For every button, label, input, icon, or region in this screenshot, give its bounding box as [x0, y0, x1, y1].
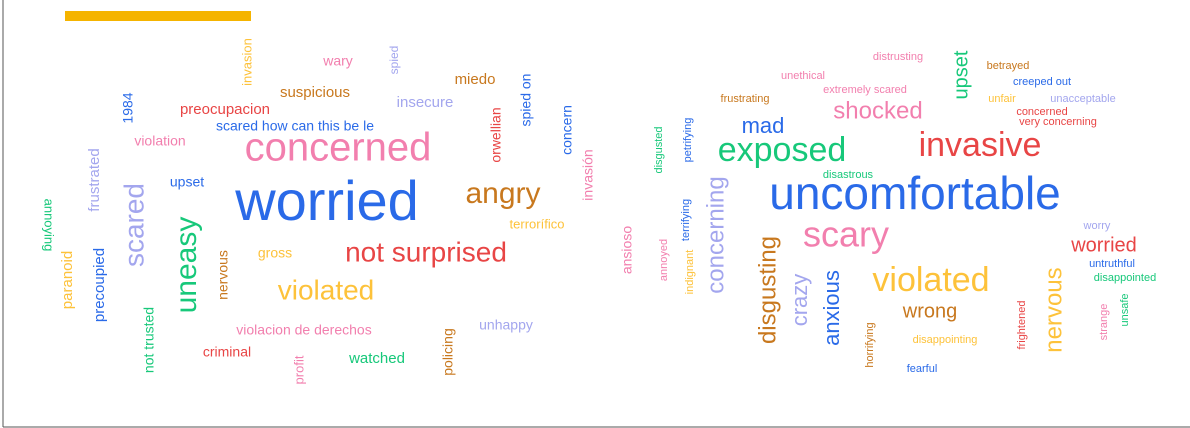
word: uneasy [170, 217, 203, 314]
word: extremely scared [823, 84, 907, 96]
word: precoupied [91, 248, 108, 322]
word: unsafe [1119, 293, 1131, 326]
word: terrifying [680, 199, 692, 241]
word: petrifying [682, 118, 694, 163]
word: unethical [781, 70, 825, 82]
word: miedo [455, 71, 496, 88]
word: wrong [902, 300, 957, 322]
word: frustrating [721, 93, 770, 105]
word: concerning [702, 176, 729, 293]
word: upset [170, 174, 204, 190]
word: scary [803, 214, 889, 255]
word: violated [278, 274, 375, 305]
word: strange [1098, 304, 1110, 341]
word: scared [118, 183, 149, 267]
word: spied [387, 46, 401, 75]
word: invasive [919, 126, 1042, 164]
word: insecure [397, 94, 454, 111]
word: not trusted [141, 307, 157, 373]
word: shocked [833, 97, 922, 124]
accent-bar [65, 11, 251, 21]
word: preocupacion [180, 101, 270, 118]
word: anxious [819, 270, 844, 346]
word: spied on [518, 74, 534, 127]
word: frustrated [86, 148, 103, 211]
word: distrusting [873, 51, 923, 63]
word: gross [258, 245, 292, 261]
word: betrayed [987, 60, 1030, 72]
word: nervous [1040, 267, 1067, 352]
word: worried [234, 169, 419, 232]
word: ansioso [619, 226, 635, 274]
word: uncomfortable [769, 167, 1061, 219]
word: unhappy [479, 317, 533, 333]
word: untruthful [1089, 258, 1135, 270]
word-cloud-left: wary spied invasion miedo suspicious spied on… [42, 38, 596, 384]
word: disastrous [823, 169, 874, 181]
word: invasión [580, 149, 596, 200]
word: worry [1083, 220, 1111, 232]
word: horrifying [864, 322, 876, 367]
word: violation [134, 133, 185, 149]
word: wary [322, 53, 353, 69]
word: concerned [245, 126, 432, 170]
word: crazy [787, 274, 812, 327]
word-cloud-right: distrusting betrayed unethical upset creeped… [619, 50, 1156, 375]
word: upset [950, 50, 972, 99]
word: disappointed [1094, 272, 1156, 284]
word: violated [872, 261, 989, 299]
word: unacceptable [1050, 93, 1115, 105]
word: nervous [215, 250, 231, 300]
word: scared how can this be le [216, 118, 374, 134]
word: 1984 [120, 92, 136, 123]
word: violacion de derechos [236, 322, 371, 338]
word: annoying [42, 199, 57, 252]
word: exposed [718, 131, 847, 169]
word: creeped out [1013, 76, 1071, 88]
word: terrorífico [510, 216, 565, 231]
word: unfair [988, 93, 1016, 105]
word: angry [465, 177, 540, 210]
word: suspicious [280, 84, 350, 101]
word: annoyed [658, 239, 670, 281]
word: concerned [1016, 106, 1067, 118]
word: not surprised [345, 236, 507, 267]
word: profit [291, 355, 306, 384]
word: indignant [684, 250, 696, 295]
word: fearful [907, 363, 938, 375]
word: policing [440, 328, 456, 375]
word: orwellian [488, 107, 504, 162]
word: disgusting [754, 236, 781, 344]
word: criminal [203, 344, 251, 360]
word: very concerning [1019, 116, 1097, 128]
word: disgusted [653, 126, 665, 173]
word: frightened [1016, 301, 1028, 350]
word: watched [348, 350, 405, 367]
word: worried [1070, 234, 1137, 256]
word: disappointing [913, 334, 978, 346]
word: mad [742, 113, 785, 138]
word: paranoid [59, 251, 76, 309]
word: concern [559, 105, 575, 155]
word: invasion [239, 38, 254, 86]
